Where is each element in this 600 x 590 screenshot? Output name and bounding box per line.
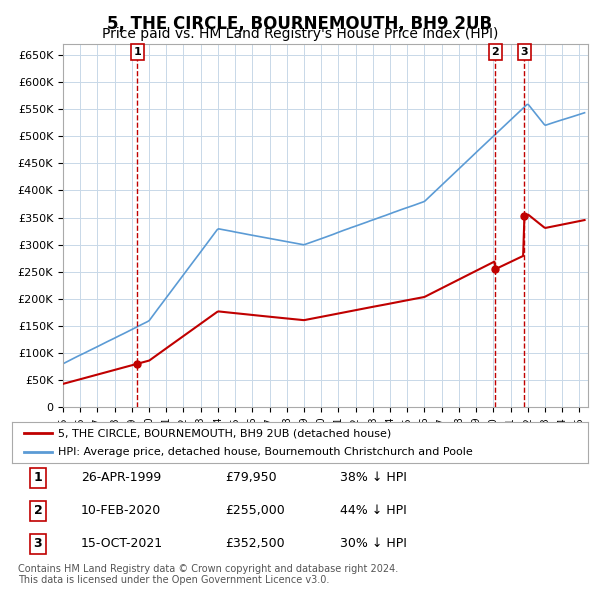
Text: 3: 3	[34, 537, 42, 550]
Text: Contains HM Land Registry data © Crown copyright and database right 2024.
This d: Contains HM Land Registry data © Crown c…	[18, 563, 398, 585]
Text: 44% ↓ HPI: 44% ↓ HPI	[340, 504, 407, 517]
Text: HPI: Average price, detached house, Bournemouth Christchurch and Poole: HPI: Average price, detached house, Bour…	[58, 447, 473, 457]
Text: 26-APR-1999: 26-APR-1999	[81, 471, 161, 484]
Text: Price paid vs. HM Land Registry's House Price Index (HPI): Price paid vs. HM Land Registry's House …	[102, 27, 498, 41]
Text: £79,950: £79,950	[225, 471, 277, 484]
Text: £255,000: £255,000	[225, 504, 285, 517]
Text: 2: 2	[491, 47, 499, 57]
Text: £352,500: £352,500	[225, 537, 285, 550]
Text: 1: 1	[133, 47, 141, 57]
Text: 3: 3	[520, 47, 528, 57]
Text: 10-FEB-2020: 10-FEB-2020	[81, 504, 161, 517]
Text: 2: 2	[34, 504, 42, 517]
Text: 1: 1	[34, 471, 42, 484]
Text: 15-OCT-2021: 15-OCT-2021	[81, 537, 163, 550]
Text: 38% ↓ HPI: 38% ↓ HPI	[340, 471, 407, 484]
Text: 30% ↓ HPI: 30% ↓ HPI	[340, 537, 407, 550]
Text: 5, THE CIRCLE, BOURNEMOUTH, BH9 2UB: 5, THE CIRCLE, BOURNEMOUTH, BH9 2UB	[107, 15, 493, 33]
Text: 5, THE CIRCLE, BOURNEMOUTH, BH9 2UB (detached house): 5, THE CIRCLE, BOURNEMOUTH, BH9 2UB (det…	[58, 428, 391, 438]
